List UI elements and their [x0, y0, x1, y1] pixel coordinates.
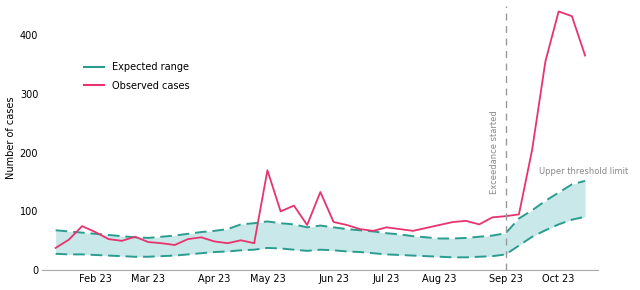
Text: Upper threshold limit: Upper threshold limit	[539, 167, 628, 176]
Text: Exceedance started: Exceedance started	[490, 111, 499, 195]
Y-axis label: Number of cases: Number of cases	[6, 97, 15, 179]
Legend: Expected range, Observed cases: Expected range, Observed cases	[81, 58, 193, 95]
